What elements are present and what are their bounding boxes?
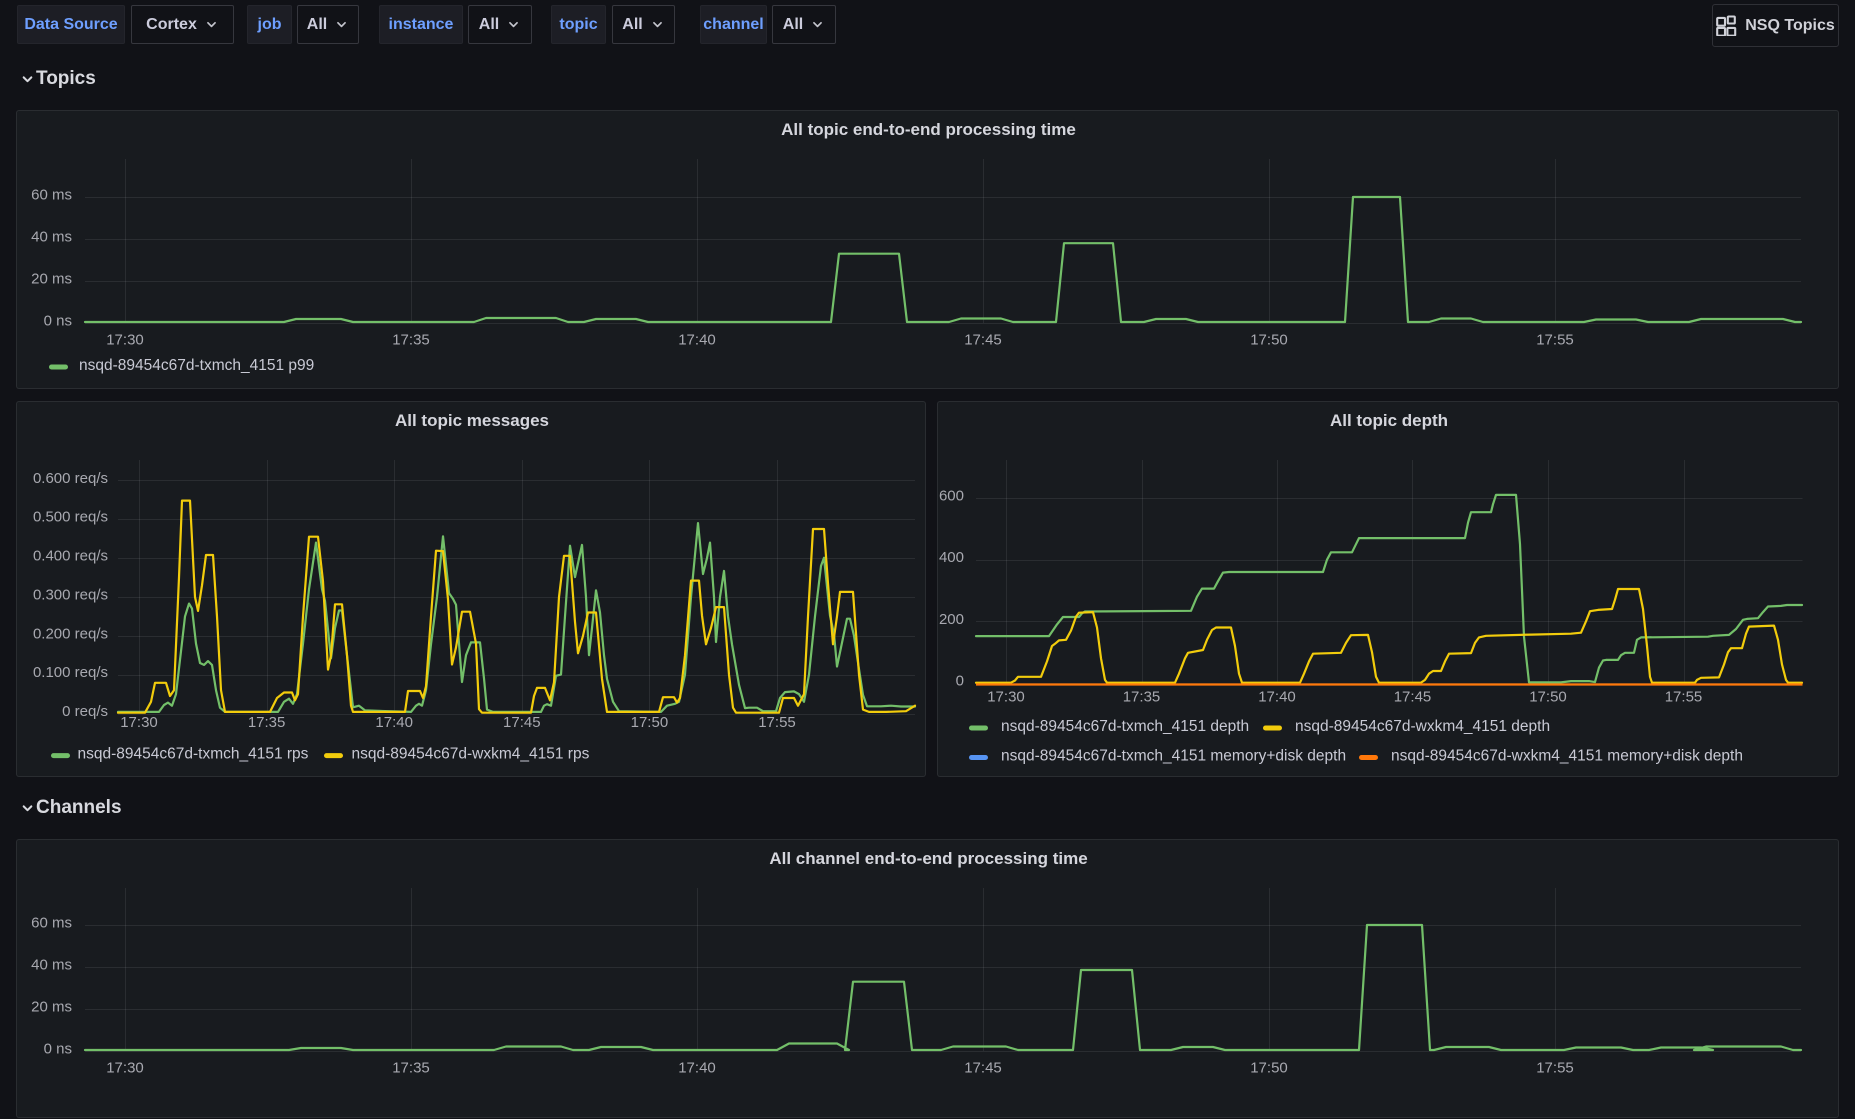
svg-text:17:50: 17:50: [631, 714, 669, 731]
svg-text:20 ms: 20 ms: [31, 271, 72, 288]
svg-text:17:30: 17:30: [106, 1060, 144, 1077]
svg-text:17:55: 17:55: [1536, 332, 1574, 349]
svg-text:17:35: 17:35: [1123, 689, 1161, 706]
svg-text:17:40: 17:40: [375, 714, 413, 731]
svg-text:0.500 req/s: 0.500 req/s: [33, 509, 108, 526]
svg-text:17:45: 17:45: [1394, 689, 1432, 706]
svg-text:17:45: 17:45: [964, 332, 1002, 349]
svg-text:20 ms: 20 ms: [31, 999, 72, 1016]
svg-text:All channel end-to-end process: All channel end-to-end processing time: [769, 849, 1087, 868]
svg-text:0 ns: 0 ns: [44, 313, 72, 330]
svg-text:All topic messages: All topic messages: [395, 411, 549, 430]
svg-text:17:40: 17:40: [678, 1060, 716, 1077]
svg-text:17:50: 17:50: [1250, 1060, 1288, 1077]
svg-text:17:45: 17:45: [964, 1060, 1002, 1077]
svg-text:0.200 req/s: 0.200 req/s: [33, 625, 108, 642]
svg-text:17:35: 17:35: [392, 1060, 430, 1077]
svg-text:17:50: 17:50: [1250, 332, 1288, 349]
svg-text:0 req/s: 0 req/s: [62, 703, 108, 720]
svg-text:17:35: 17:35: [392, 332, 430, 349]
svg-text:17:55: 17:55: [758, 714, 796, 731]
svg-text:17:40: 17:40: [1258, 689, 1296, 706]
svg-text:nsqd-89454c67d-wxkm4_4151 memo: nsqd-89454c67d-wxkm4_4151 memory+disk de…: [1391, 748, 1743, 765]
svg-text:17:30: 17:30: [987, 689, 1025, 706]
svg-text:All topic depth: All topic depth: [1330, 411, 1448, 430]
svg-text:600: 600: [939, 488, 964, 505]
svg-text:nsqd-89454c67d-wxkm4_4151 rps: nsqd-89454c67d-wxkm4_4151 rps: [352, 746, 590, 763]
svg-text:17:45: 17:45: [503, 714, 541, 731]
svg-text:nsqd-89454c67d-txmch_4151 memo: nsqd-89454c67d-txmch_4151 memory+disk de…: [1001, 748, 1346, 765]
svg-text:17:40: 17:40: [678, 332, 716, 349]
svg-text:17:35: 17:35: [248, 714, 286, 731]
svg-text:0.400 req/s: 0.400 req/s: [33, 548, 108, 565]
svg-text:nsqd-89454c67d-txmch_4151 rps: nsqd-89454c67d-txmch_4151 rps: [78, 746, 309, 763]
svg-text:0.300 req/s: 0.300 req/s: [33, 587, 108, 604]
svg-text:0.100 req/s: 0.100 req/s: [33, 664, 108, 681]
svg-text:0: 0: [956, 673, 964, 690]
svg-text:17:30: 17:30: [120, 714, 158, 731]
svg-text:17:50: 17:50: [1529, 689, 1567, 706]
svg-text:60 ms: 60 ms: [31, 915, 72, 932]
svg-text:40 ms: 40 ms: [31, 957, 72, 974]
svg-text:17:55: 17:55: [1665, 689, 1703, 706]
svg-text:nsqd-89454c67d-txmch_4151 dept: nsqd-89454c67d-txmch_4151 depth: [1001, 718, 1249, 735]
svg-text:200: 200: [939, 611, 964, 628]
svg-text:All topic end-to-end processin: All topic end-to-end processing time: [781, 120, 1076, 139]
svg-text:17:55: 17:55: [1536, 1060, 1574, 1077]
svg-text:40 ms: 40 ms: [31, 229, 72, 246]
svg-text:0.600 req/s: 0.600 req/s: [33, 470, 108, 487]
svg-text:0 ns: 0 ns: [44, 1041, 72, 1058]
svg-text:17:30: 17:30: [106, 332, 144, 349]
svg-text:60 ms: 60 ms: [31, 187, 72, 204]
svg-text:nsqd-89454c67d-txmch_4151 p99: nsqd-89454c67d-txmch_4151 p99: [79, 357, 314, 374]
svg-text:400: 400: [939, 549, 964, 566]
svg-text:nsqd-89454c67d-wxkm4_4151 dept: nsqd-89454c67d-wxkm4_4151 depth: [1295, 718, 1550, 735]
